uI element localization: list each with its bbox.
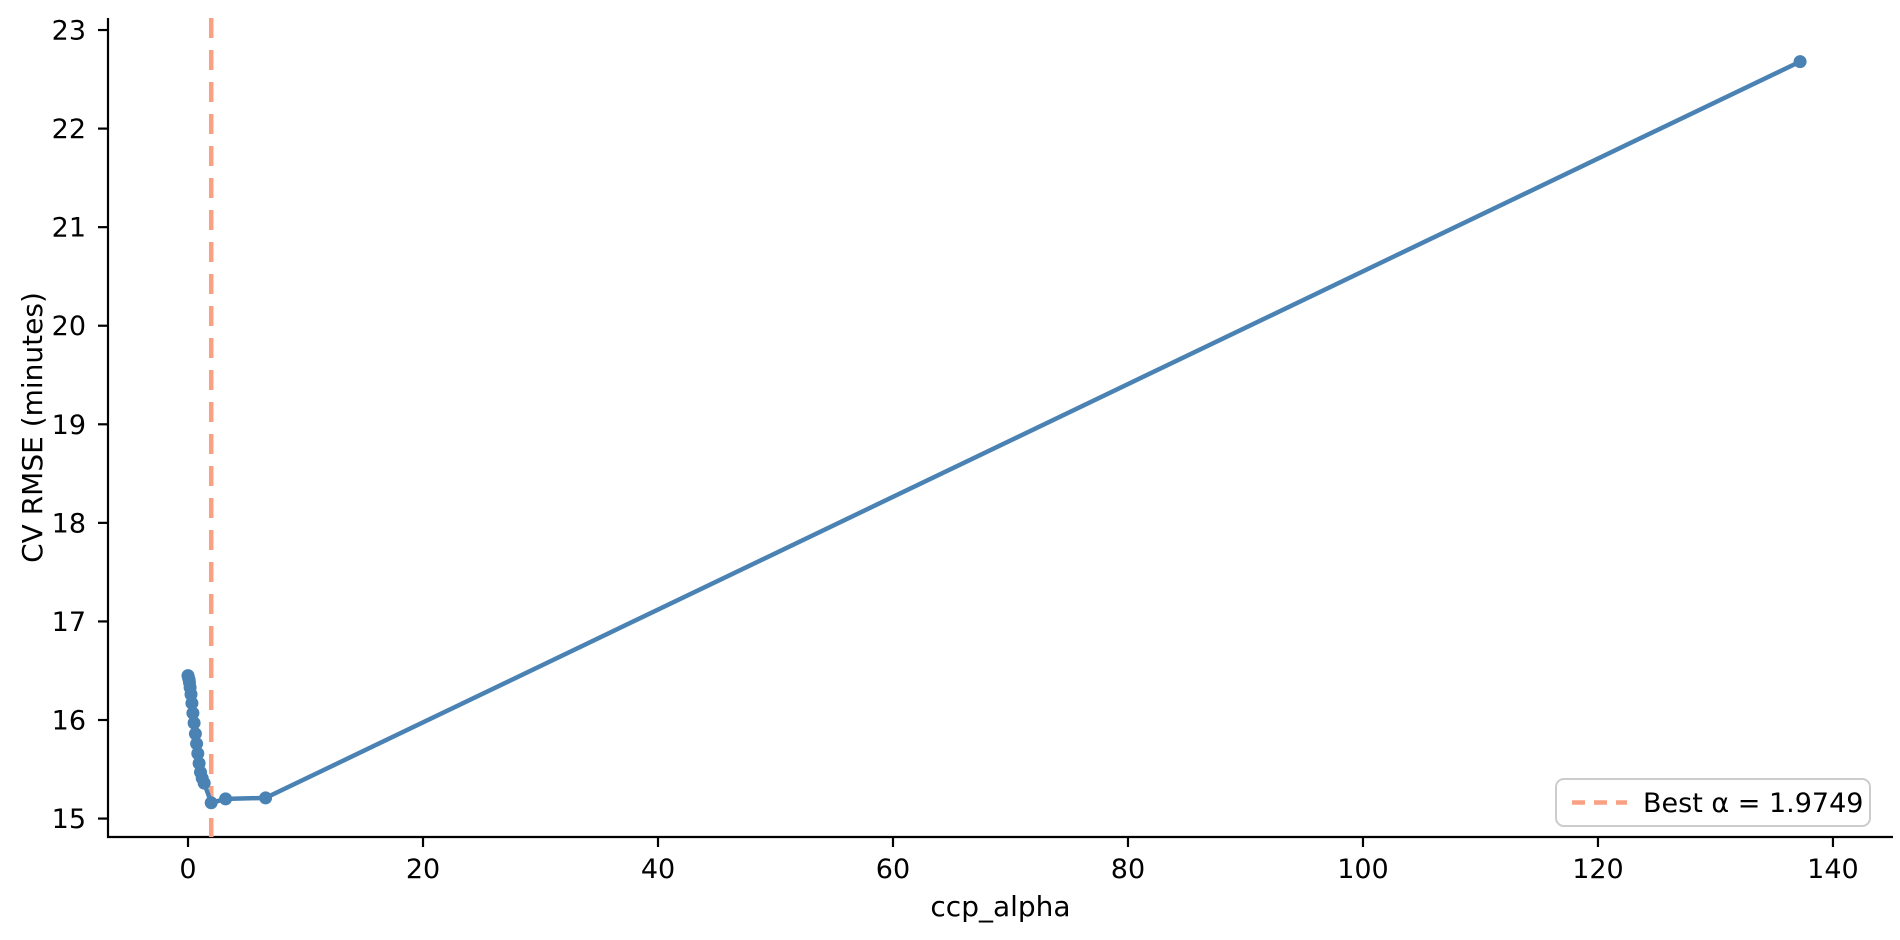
x-tick-label: 140 xyxy=(1807,854,1859,885)
cv-rmse-curve-marker xyxy=(204,796,218,810)
x-tick-label: 60 xyxy=(876,854,910,885)
legend-box xyxy=(1555,778,1871,827)
y-tick-label: 15 xyxy=(52,804,86,835)
y-tick-label: 16 xyxy=(52,706,86,737)
cv-rmse-curve-line xyxy=(185,59,1803,806)
x-tick-label: 80 xyxy=(1111,854,1145,885)
cv-rmse-curve-marker xyxy=(219,792,233,806)
x-tick-label: 0 xyxy=(179,854,196,885)
x-axis-label: ccp_alpha xyxy=(930,890,1070,923)
cv-rmse-curve-marker xyxy=(185,696,199,710)
y-tick-label: 20 xyxy=(52,311,86,342)
x-tick-label: 40 xyxy=(641,854,675,885)
cv-rmse-curve-marker xyxy=(1793,55,1807,69)
y-axis-label: CV RMSE (minutes) xyxy=(16,292,49,563)
y-tick-label: 23 xyxy=(52,16,86,47)
y-tick-label: 17 xyxy=(52,607,86,638)
x-tick-label: 120 xyxy=(1572,854,1624,885)
y-tick-label: 22 xyxy=(52,114,86,145)
cv-rmse-curve-marker xyxy=(190,737,204,751)
y-tick-label: 19 xyxy=(52,410,86,441)
y-tick-label: 21 xyxy=(52,213,86,244)
legend: Best α = 1.9749 xyxy=(1555,778,1871,827)
cv-rmse-curve-marker xyxy=(259,791,273,805)
cv-rmse-curve-marker xyxy=(187,716,201,730)
cv-rmse-curve-marker xyxy=(191,747,205,760)
cv-rmse-curve-marker xyxy=(197,776,211,790)
y-tick-label: 18 xyxy=(52,508,86,539)
legend-label: Best α = 1.9749 xyxy=(1643,788,1863,819)
x-tick-label: 100 xyxy=(1337,854,1389,885)
x-tick-label: 20 xyxy=(406,854,440,885)
cv-rmse-curve-marker xyxy=(186,706,200,720)
cv-rmse-curve-marker xyxy=(188,727,202,741)
